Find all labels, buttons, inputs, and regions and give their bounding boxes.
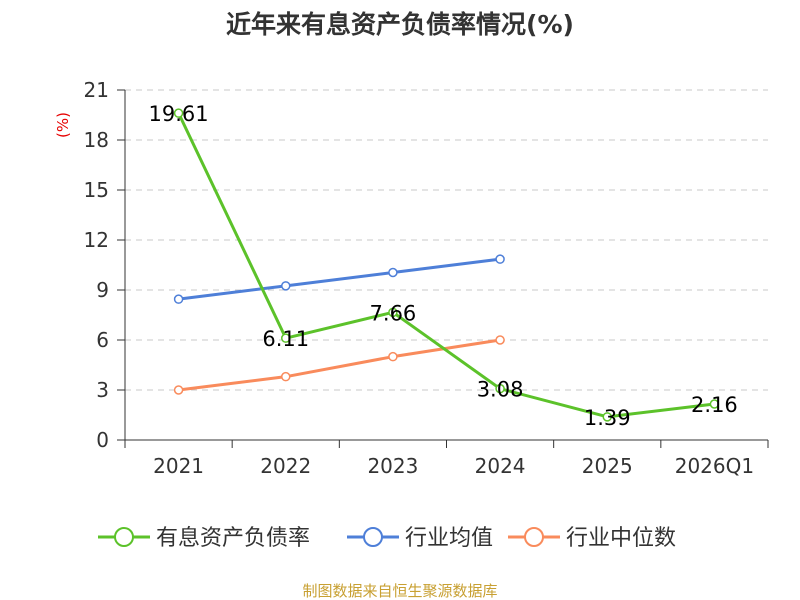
data-point	[495, 335, 505, 345]
x-tick-labels: 2021 2022 2023 2024 2025 2026Q1	[153, 454, 754, 478]
series-layer	[173, 108, 720, 422]
x-tick-label: 2021	[153, 454, 204, 478]
series-line-1	[177, 112, 715, 419]
data-point	[388, 307, 398, 318]
x-tick-label: 2025	[582, 454, 633, 478]
y-tick-label: 15	[84, 178, 109, 202]
data-label: 3.08	[477, 378, 524, 402]
legend-label: 行业中位数	[566, 526, 676, 551]
y-axis-label: (%)	[54, 112, 72, 138]
x-tick-label: 2022	[260, 454, 311, 478]
y-tick-label: 6	[96, 328, 109, 352]
data-point	[281, 371, 291, 382]
source-note: 制图数据来自恒生聚源数据库	[302, 582, 497, 600]
x-tick-label: 2026Q1	[675, 454, 754, 478]
series-line-2	[178, 257, 501, 301]
y-tick-label: 12	[84, 228, 109, 252]
data-point	[388, 351, 398, 362]
x-tick-label: 2023	[367, 454, 418, 478]
chart-title: 近年来有息资产负债率情况(%)	[226, 10, 574, 39]
y-tick-label: 9	[96, 278, 109, 302]
data-point	[173, 385, 184, 395]
legend: 有息资产负债率 行业均值 行业中位数	[98, 526, 676, 551]
legend-marker	[524, 527, 544, 547]
y-tick-label: 3	[96, 378, 109, 402]
x-tick-label: 2024	[475, 454, 526, 478]
data-label: 7.66	[370, 301, 417, 325]
grid-lines	[125, 89, 768, 391]
legend-marker	[114, 527, 134, 547]
legend-label: 行业均值	[405, 526, 493, 551]
data-point	[495, 383, 505, 394]
data-point	[709, 399, 720, 409]
data-point	[495, 254, 505, 264]
y-tick-label: 0	[96, 428, 109, 452]
legend-marker	[363, 527, 383, 547]
data-label: 1.39	[584, 406, 631, 430]
data-point	[388, 267, 398, 278]
y-tick-label: 21	[84, 78, 109, 102]
legend-label: 有息资产负债率	[156, 526, 310, 551]
data-label: 6.11	[262, 327, 309, 351]
series-line-3	[178, 338, 501, 392]
y-tick-label: 18	[84, 128, 109, 152]
legend-item-3: 行业中位数	[508, 526, 676, 551]
data-point	[173, 108, 184, 118]
legend-item-1: 有息资产负债率	[98, 526, 310, 551]
data-point	[281, 333, 291, 343]
data-point	[281, 281, 291, 291]
data-label: 19.61	[149, 102, 209, 126]
y-tick-labels: 0 3 6 9 12 15 18 21	[84, 78, 109, 452]
legend-item-2: 行业均值	[347, 526, 493, 551]
data-labels: 19.61 6.11 7.66 3.08 1.39 2.16	[149, 102, 738, 430]
data-label: 2.16	[691, 393, 738, 417]
data-point	[173, 294, 184, 304]
data-point	[602, 412, 612, 422]
axes	[117, 89, 769, 448]
